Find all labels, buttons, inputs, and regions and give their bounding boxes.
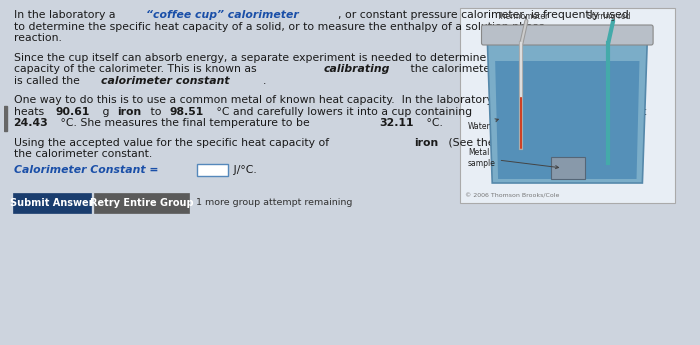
- Text: 32.11: 32.11: [379, 118, 414, 128]
- Text: 98.51: 98.51: [170, 107, 204, 117]
- Text: g: g: [99, 107, 113, 117]
- Text: , or constant pressure calorimeter, is frequently used: , or constant pressure calorimeter, is f…: [338, 10, 629, 20]
- Polygon shape: [495, 61, 640, 179]
- Text: In the laboratory a: In the laboratory a: [13, 10, 118, 20]
- Text: 82.71: 82.71: [543, 107, 578, 117]
- Polygon shape: [487, 41, 648, 183]
- Text: to determine the specific heat capacity of a solid, or to measure the enthalpy o: to determine the specific heat capacity …: [13, 21, 545, 31]
- Text: °C.: °C.: [423, 118, 443, 128]
- Text: iron: iron: [414, 138, 439, 148]
- Text: © 2006 Thomson Brooks/Cole: © 2006 Thomson Brooks/Cole: [465, 193, 559, 198]
- Text: °C. She measures the final temperature to be: °C. She measures the final temperature t…: [57, 118, 314, 128]
- Text: Using the accepted value for the specific heat capacity of: Using the accepted value for the specifi…: [13, 138, 332, 148]
- Text: 1 more group attempt remaining: 1 more group attempt remaining: [196, 198, 352, 207]
- Text: One way to do this is to use a common metal of known heat capacity.  In the labo: One way to do this is to use a common me…: [13, 95, 548, 105]
- Text: J/°C.: J/°C.: [230, 165, 257, 175]
- Text: “coffee cup” calorimeter: “coffee cup” calorimeter: [146, 10, 298, 20]
- FancyBboxPatch shape: [460, 8, 675, 203]
- Text: Since the cup itself can absorb energy, a separate experiment is needed to deter: Since the cup itself can absorb energy, …: [13, 52, 535, 62]
- Text: calibrating: calibrating: [323, 64, 389, 74]
- FancyBboxPatch shape: [94, 193, 189, 213]
- Bar: [551, 157, 585, 179]
- Text: Submit Answer: Submit Answer: [10, 197, 93, 207]
- Text: Stirring rod: Stirring rod: [587, 12, 630, 21]
- Text: to: to: [147, 107, 165, 117]
- Text: reaction.: reaction.: [13, 33, 62, 43]
- Text: 24.43: 24.43: [13, 118, 48, 128]
- Text: g water at: g water at: [587, 107, 646, 117]
- Text: is called the: is called the: [13, 76, 83, 86]
- Text: .: .: [262, 76, 266, 86]
- FancyBboxPatch shape: [482, 25, 653, 45]
- Text: the calorimeter and the value determined: the calorimeter and the value determined: [407, 64, 640, 74]
- Text: °C and carefully lowers it into a cup containing: °C and carefully lowers it into a cup co…: [213, 107, 475, 117]
- Text: the calorimeter constant.: the calorimeter constant.: [13, 149, 152, 159]
- Text: (See the References tool), calculate: (See the References tool), calculate: [445, 138, 643, 148]
- FancyBboxPatch shape: [13, 193, 90, 213]
- Bar: [4, 106, 7, 130]
- Text: Water: Water: [468, 119, 498, 130]
- Text: calorimeter constant: calorimeter constant: [101, 76, 230, 86]
- Text: iron: iron: [117, 107, 141, 117]
- FancyBboxPatch shape: [197, 164, 228, 176]
- Text: 90.61: 90.61: [56, 107, 90, 117]
- Text: Metal
sample: Metal sample: [468, 148, 559, 169]
- Text: Thermometer: Thermometer: [497, 12, 550, 21]
- Text: heats: heats: [13, 107, 47, 117]
- Text: Calorimeter Constant =: Calorimeter Constant =: [13, 165, 158, 175]
- Text: Retry Entire Group: Retry Entire Group: [90, 197, 193, 207]
- Text: capacity of the calorimeter. This is known as: capacity of the calorimeter. This is kno…: [13, 64, 260, 74]
